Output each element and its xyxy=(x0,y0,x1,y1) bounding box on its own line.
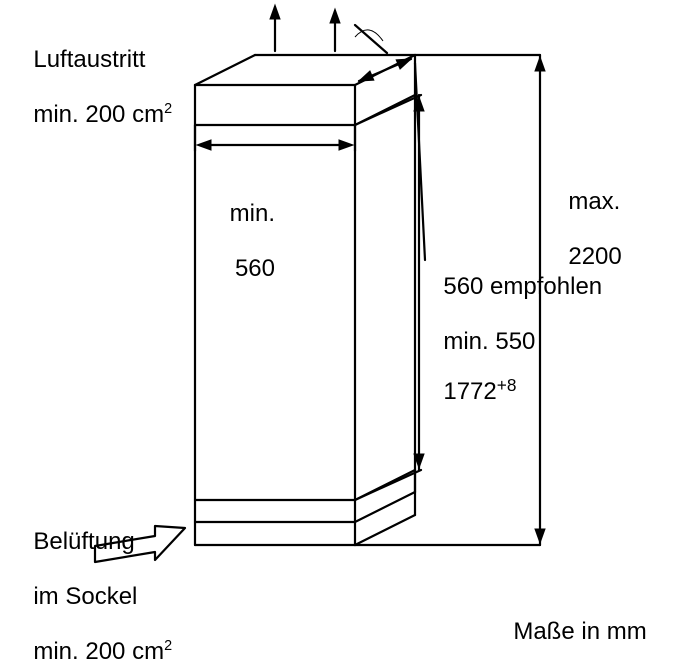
dim-height-inner: 1772+8 xyxy=(430,350,516,405)
note-air-outlet-sup: 2 xyxy=(164,101,172,117)
note-air-outlet: Luftaustritt min. 200 cm2 xyxy=(20,18,172,128)
dim-width-inner: min. 560 xyxy=(215,172,275,282)
note-ventilation-socket: Belüftung im Sockel min. 200 cm2 xyxy=(20,500,172,666)
dim-width-line2: 560 xyxy=(235,255,275,282)
note-vent-sup: 2 xyxy=(164,638,172,654)
dim-depth-line1: 560 empfohlen xyxy=(443,273,602,300)
footer-units-text: Maße in mm xyxy=(513,618,646,645)
note-vent-line2: im Sockel xyxy=(33,583,137,610)
dim-height-tol: +8 xyxy=(497,375,517,395)
note-vent-line3: min. 200 cm xyxy=(33,638,164,665)
dim-max-line1: max. xyxy=(568,188,620,215)
note-vent-line1: Belüftung xyxy=(33,528,134,555)
footer-units: Maße in mm xyxy=(500,590,647,645)
dim-height-value: 1772 xyxy=(443,378,496,405)
note-air-outlet-line2: min. 200 cm xyxy=(33,101,164,128)
dim-width-line1: min. xyxy=(230,200,275,227)
dim-depth: 560 empfohlen min. 550 xyxy=(430,245,602,355)
note-air-outlet-line1: Luftaustritt xyxy=(33,46,145,73)
